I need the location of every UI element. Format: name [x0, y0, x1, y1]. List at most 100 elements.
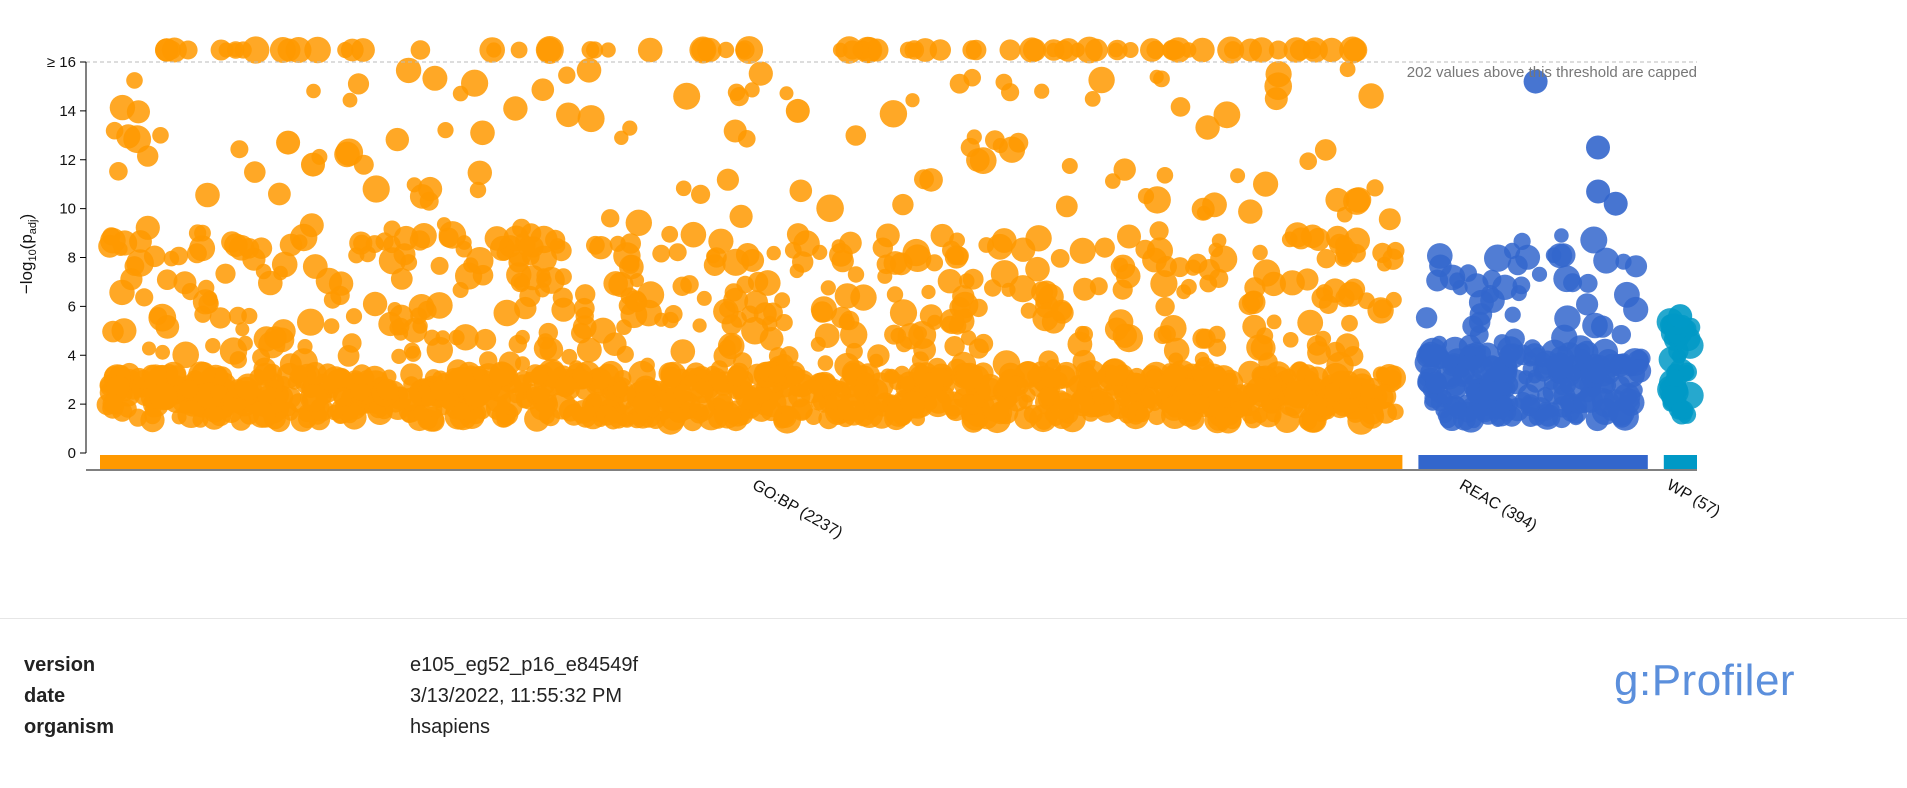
- data-point: [514, 296, 537, 320]
- data-point: [766, 245, 781, 261]
- y-tick: 12: [59, 152, 86, 169]
- data-point: [342, 405, 367, 430]
- data-point: [673, 384, 692, 403]
- data-point: [1027, 368, 1042, 384]
- data-point: [729, 204, 753, 228]
- data-point: [1339, 376, 1362, 399]
- data-point: [333, 387, 352, 407]
- data-point: [422, 65, 448, 91]
- data-point: [1038, 350, 1059, 371]
- data-point: [974, 333, 994, 354]
- data-point: [1244, 277, 1266, 299]
- data-point: [1135, 407, 1150, 423]
- y-tick-label: 10: [59, 201, 76, 218]
- source-label: WP (57): [1664, 477, 1723, 521]
- data-point: [1146, 237, 1173, 264]
- data-point: [1665, 369, 1684, 387]
- y-tick-label: 0: [68, 445, 76, 462]
- data-point: [191, 361, 216, 386]
- data-point: [224, 233, 248, 257]
- data-point: [754, 270, 781, 296]
- data-point: [1324, 382, 1344, 402]
- data-point: [1436, 389, 1452, 405]
- data-point: [376, 378, 399, 401]
- data-point: [1192, 328, 1213, 349]
- data-point: [949, 232, 965, 249]
- data-point: [375, 232, 394, 251]
- metadata-value: 3/13/2022, 11:55:32 PM: [410, 685, 623, 707]
- data-point: [581, 41, 600, 59]
- data-point: [600, 42, 616, 58]
- data-point: [1055, 195, 1078, 218]
- data-point: [925, 254, 944, 272]
- data-point: [1366, 398, 1383, 415]
- data-point: [937, 269, 963, 294]
- data-point: [959, 273, 975, 289]
- data-point: [1157, 325, 1176, 344]
- data-point: [1242, 314, 1267, 339]
- data-point: [818, 408, 840, 430]
- y-tick: 8: [68, 250, 86, 267]
- data-point: [834, 283, 861, 309]
- data-point: [889, 299, 918, 327]
- data-point: [1367, 297, 1394, 324]
- data-point: [879, 100, 908, 128]
- data-point: [399, 387, 422, 411]
- data-point: [991, 228, 1017, 253]
- data-point: [961, 409, 985, 433]
- data-point: [1135, 239, 1155, 260]
- data-point: [328, 271, 354, 296]
- data-point: [1238, 199, 1263, 224]
- data-point: [1195, 115, 1220, 140]
- data-point: [652, 244, 671, 263]
- data-point: [155, 344, 171, 360]
- data-point: [1504, 306, 1521, 323]
- data-point: [109, 162, 128, 181]
- data-point: [1069, 237, 1096, 264]
- data-point: [351, 38, 375, 62]
- cap-note: 202 values above this threshold are capp…: [1407, 64, 1697, 81]
- data-point: [910, 411, 926, 427]
- data-point: [1266, 314, 1282, 330]
- data-point: [614, 130, 629, 145]
- data-point: [1479, 375, 1505, 402]
- data-point: [1211, 233, 1227, 249]
- data-point: [123, 125, 152, 154]
- data-point: [1244, 410, 1262, 429]
- data-point: [1339, 61, 1356, 78]
- data-point: [467, 160, 492, 185]
- data-point: [300, 384, 328, 412]
- data-point: [789, 263, 805, 279]
- metadata-key: date: [24, 685, 66, 707]
- data-point: [1108, 42, 1124, 58]
- data-point: [461, 69, 489, 97]
- data-point: [1170, 97, 1191, 117]
- data-point: [463, 379, 492, 408]
- data-point: [395, 57, 422, 84]
- data-point: [347, 73, 370, 95]
- data-point: [621, 255, 640, 274]
- data-point: [1147, 369, 1162, 384]
- source-bars: [100, 455, 1697, 469]
- data-point: [1041, 368, 1061, 389]
- data-point: [530, 366, 549, 385]
- data-point: [672, 276, 692, 296]
- y-tick: 2: [68, 396, 86, 413]
- data-point: [1593, 247, 1620, 274]
- data-point: [303, 361, 327, 386]
- data-point: [1623, 296, 1649, 323]
- data-point: [571, 400, 595, 424]
- data-point: [1246, 377, 1271, 402]
- data-point: [412, 318, 428, 334]
- data-point: [301, 152, 325, 177]
- data-point: [479, 37, 506, 63]
- data-point: [1101, 358, 1129, 386]
- data-point: [1419, 337, 1447, 366]
- data-point: [985, 130, 1005, 151]
- data-point: [835, 36, 863, 64]
- y-tick: 0: [68, 445, 86, 462]
- data-point: [1494, 395, 1513, 414]
- data-point: [345, 308, 363, 325]
- data-point: [853, 383, 869, 399]
- data-point: [135, 215, 160, 240]
